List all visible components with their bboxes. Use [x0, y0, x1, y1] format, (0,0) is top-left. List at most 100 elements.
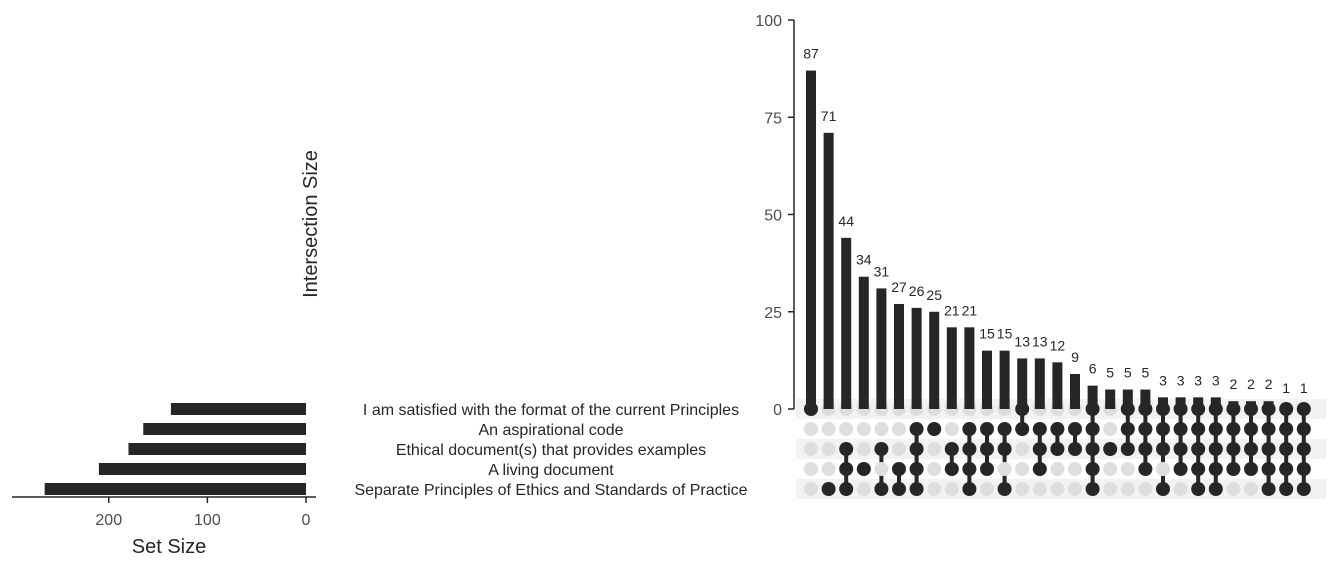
- matrix-dot-filled: [997, 442, 1012, 456]
- matrix-dot-filled: [1208, 422, 1223, 436]
- y-tick-label: 25: [764, 305, 782, 322]
- matrix-dot-filled: [1279, 462, 1294, 476]
- matrix-dot-empty: [1120, 462, 1135, 476]
- matrix-dot-empty: [1050, 462, 1065, 476]
- matrix-dot-filled: [1120, 442, 1135, 456]
- matrix-dot-empty: [1015, 442, 1030, 456]
- intersection-bar: [1017, 358, 1028, 409]
- matrix-dot-filled: [1156, 422, 1170, 436]
- matrix-dot-filled: [839, 442, 854, 456]
- matrix-dot-empty: [1173, 482, 1188, 496]
- matrix-dot-filled: [1296, 422, 1311, 436]
- intersection-bars: [806, 70, 1309, 409]
- matrix-dot-empty: [1015, 462, 1030, 476]
- set-size-bar: [128, 443, 306, 455]
- intersection-bar: [964, 327, 975, 409]
- matrix-dot-empty: [980, 482, 994, 496]
- matrix-dot-filled: [1244, 422, 1258, 436]
- set-size-tick-label: 100: [194, 512, 221, 529]
- intersection-bar: [806, 70, 816, 409]
- matrix-dot-empty: [892, 422, 906, 436]
- matrix-dot-filled: [1138, 442, 1153, 456]
- intersection-bar-label: 31: [874, 263, 890, 279]
- intersection-bar: [876, 288, 887, 409]
- matrix-dot-filled: [1279, 422, 1294, 436]
- matrix-dot-empty: [839, 422, 854, 436]
- matrix-dot-filled: [944, 442, 959, 456]
- intersection-bar-label: 87: [803, 46, 819, 62]
- intersection-bar-label: 6: [1089, 361, 1097, 377]
- set-size-bar: [98, 463, 307, 475]
- matrix-dot-empty: [1032, 482, 1047, 496]
- matrix-dot-filled: [962, 422, 977, 436]
- matrix-dot-filled: [1032, 442, 1047, 456]
- intersection-bar-label: 3: [1212, 372, 1220, 388]
- matrix-dot-empty: [1156, 462, 1170, 476]
- intersection-bar: [982, 350, 992, 409]
- matrix-dot-filled: [874, 482, 889, 496]
- intersection-bar: [1298, 405, 1309, 409]
- intersection-bar-label: 5: [1124, 365, 1132, 381]
- matrix-dot-filled: [1208, 462, 1223, 476]
- matrix-dot-filled: [1050, 442, 1065, 456]
- intersection-bar: [1281, 405, 1292, 409]
- matrix-dot-filled: [909, 482, 924, 496]
- intersection-bar-label: 3: [1159, 372, 1167, 388]
- matrix-dot-empty: [804, 462, 818, 476]
- matrix-dot-filled: [1296, 442, 1311, 456]
- set-size-axis-title: Set Size: [132, 536, 206, 558]
- matrix-dot-filled: [1244, 462, 1258, 476]
- matrix-dot-empty: [927, 482, 942, 496]
- matrix-dot-filled: [1191, 482, 1206, 496]
- matrix-dot-filled: [1015, 422, 1030, 436]
- intersection-bar-label: 15: [997, 326, 1013, 342]
- intersection-bar: [1175, 397, 1186, 409]
- matrix-dot-filled: [1138, 462, 1153, 476]
- intersection-bar-label: 9: [1071, 349, 1079, 365]
- set-label: A living document: [488, 462, 614, 479]
- matrix-dot-empty: [997, 462, 1012, 476]
- y-axis-title: Intersection Size: [300, 150, 322, 298]
- matrix-dot-empty: [927, 442, 942, 456]
- matrix-dot-empty: [856, 442, 871, 456]
- matrix-dot-empty: [944, 422, 959, 436]
- matrix-dot-filled: [1191, 442, 1206, 456]
- intersection-size-axis: 0 25 50 75 100: [755, 13, 795, 419]
- intersection-bar: [1122, 389, 1133, 409]
- matrix-dot-filled: [1191, 462, 1206, 476]
- matrix-dot-filled: [980, 462, 994, 476]
- intersection-bar: [1210, 397, 1221, 409]
- matrix-dot-empty: [856, 482, 871, 496]
- matrix-dot-filled: [1191, 422, 1206, 436]
- matrix-dot-filled: [1261, 442, 1276, 456]
- matrix-dot-filled: [821, 482, 836, 496]
- matrix-dot-filled: [1138, 422, 1153, 436]
- y-tick-label: 0: [773, 402, 782, 419]
- matrix-dot-filled: [874, 442, 889, 456]
- matrix-dot-filled: [997, 482, 1012, 496]
- intersection-bar-label: 13: [1032, 333, 1048, 349]
- matrix-dot-empty: [1050, 482, 1065, 496]
- matrix-dot-filled: [1173, 442, 1188, 456]
- matrix-dot-empty: [804, 422, 818, 436]
- matrix-dot-empty: [874, 422, 889, 436]
- matrix-dot-filled: [1032, 462, 1047, 476]
- set-label: I am satisfied with the format of the cu…: [363, 402, 739, 419]
- matrix-dot-filled: [1032, 422, 1047, 436]
- matrix-dot-filled: [839, 482, 854, 496]
- intersection-bar-label: 1: [1282, 380, 1290, 396]
- matrix-dot-filled: [1068, 442, 1082, 456]
- matrix-dot-filled: [1226, 462, 1241, 476]
- matrix-dot-filled: [1173, 422, 1188, 436]
- matrix-dot-empty: [1226, 482, 1241, 496]
- matrix-dot-empty: [1103, 482, 1118, 496]
- matrix-dot-filled: [1296, 482, 1311, 496]
- intersection-bar-label: 13: [1014, 333, 1030, 349]
- matrix-dot-filled: [1244, 442, 1258, 456]
- intersection-bar: [858, 276, 869, 409]
- matrix-dot-empty: [1068, 482, 1082, 496]
- intersection-bar-label: 71: [821, 108, 837, 124]
- intersection-bar-label: 44: [838, 213, 854, 229]
